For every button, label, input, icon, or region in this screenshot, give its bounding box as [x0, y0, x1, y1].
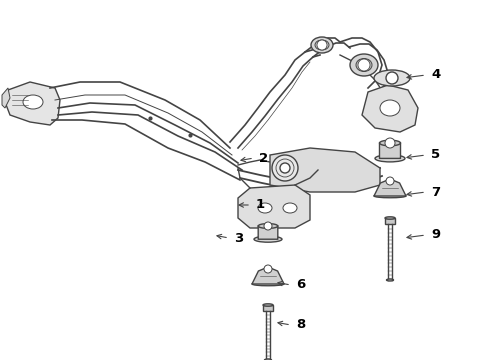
Text: 1: 1: [256, 198, 265, 211]
Text: 2: 2: [259, 152, 268, 165]
Ellipse shape: [356, 58, 372, 72]
Polygon shape: [238, 185, 310, 228]
Polygon shape: [2, 88, 10, 108]
Polygon shape: [270, 148, 380, 192]
Text: 9: 9: [431, 229, 440, 242]
Ellipse shape: [350, 54, 378, 76]
Ellipse shape: [385, 217, 395, 219]
Ellipse shape: [23, 95, 43, 109]
FancyBboxPatch shape: [385, 218, 395, 224]
Ellipse shape: [379, 140, 400, 146]
Text: 4: 4: [431, 68, 440, 81]
Ellipse shape: [252, 282, 284, 286]
Ellipse shape: [374, 70, 410, 86]
Circle shape: [385, 138, 395, 148]
Text: 3: 3: [234, 231, 243, 244]
Polygon shape: [5, 82, 60, 125]
Polygon shape: [374, 179, 406, 196]
Text: 7: 7: [431, 185, 440, 198]
Circle shape: [317, 40, 327, 50]
Ellipse shape: [374, 194, 406, 198]
Circle shape: [272, 155, 298, 181]
Text: 8: 8: [296, 319, 305, 332]
Ellipse shape: [380, 100, 400, 116]
Text: 6: 6: [296, 279, 305, 292]
Text: 5: 5: [431, 148, 440, 162]
Ellipse shape: [258, 224, 278, 228]
Circle shape: [386, 177, 394, 185]
Ellipse shape: [263, 304, 273, 306]
Circle shape: [358, 59, 370, 71]
Ellipse shape: [254, 236, 282, 242]
Circle shape: [280, 163, 290, 173]
Ellipse shape: [283, 203, 297, 213]
Ellipse shape: [375, 155, 405, 162]
FancyBboxPatch shape: [258, 226, 278, 239]
Polygon shape: [252, 267, 284, 284]
Ellipse shape: [265, 359, 271, 360]
Circle shape: [264, 222, 272, 230]
Polygon shape: [362, 85, 418, 132]
Circle shape: [386, 72, 398, 84]
Ellipse shape: [387, 279, 393, 281]
Ellipse shape: [258, 203, 272, 213]
Circle shape: [264, 265, 272, 273]
FancyBboxPatch shape: [263, 305, 273, 311]
Ellipse shape: [315, 40, 329, 50]
FancyBboxPatch shape: [379, 143, 400, 158]
Ellipse shape: [311, 37, 333, 53]
